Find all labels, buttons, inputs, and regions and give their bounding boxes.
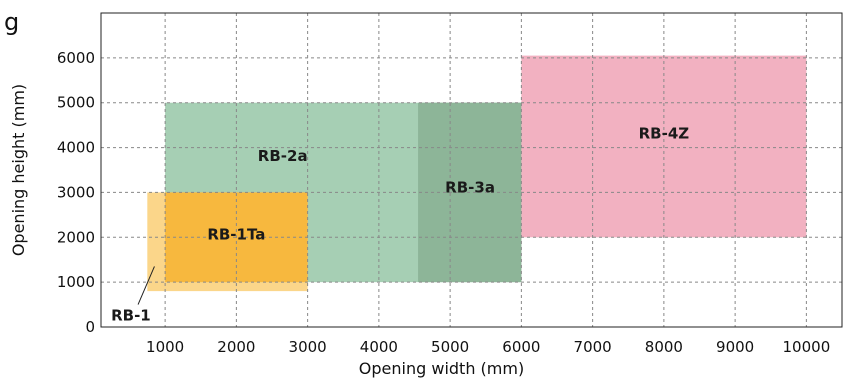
y-tick-label: 0: [85, 318, 95, 336]
y-tick-labels: 0 1000 2000 3000 4000 5000 6000: [57, 49, 95, 336]
x-axis-label: Opening width (mm): [359, 359, 524, 378]
y-tick-label: 5000: [57, 94, 95, 112]
y-tick-label: 4000: [57, 139, 95, 157]
region-label-rb-3a: RB-3a: [445, 178, 495, 196]
region-label-rb-1ta: RB-1Ta: [207, 226, 265, 244]
y-tick-label: 3000: [57, 183, 95, 201]
x-tick-label: 6000: [502, 338, 540, 356]
x-tick-label: 5000: [431, 338, 469, 356]
panel-letter: g: [4, 8, 19, 36]
grid: [101, 13, 842, 327]
x-tick-label: 9000: [716, 338, 754, 356]
x-tick-label: 4000: [360, 338, 398, 356]
y-tick-label: 6000: [57, 49, 95, 67]
rb-1-leader-line: [137, 266, 155, 305]
region-label-rb-1: RB-1: [111, 306, 151, 324]
y-tick-label: 2000: [57, 228, 95, 246]
region-label-rb-2a: RB-2a: [258, 147, 308, 165]
y-tick-label: 1000: [57, 273, 95, 291]
region-label-rb-4z: RB-4Z: [639, 125, 690, 143]
region-labels: RB-2a RB-3a RB-4Z RB-1 RB-1Ta: [111, 125, 689, 325]
x-tick-label: 1000: [146, 338, 184, 356]
x-tick-label: 3000: [289, 338, 327, 356]
plot-frame: [100, 12, 843, 328]
x-tick-labels: 1000 2000 3000 4000 5000 6000 7000 8000 9000 1000…: [146, 338, 830, 356]
x-tick-label: 8000: [645, 338, 683, 356]
y-axis-label: Opening height (mm): [9, 84, 28, 256]
x-tick-label: 7000: [574, 338, 612, 356]
regions: [147, 55, 807, 292]
x-tick-label: 10000: [783, 338, 831, 356]
x-tick-label: 2000: [217, 338, 255, 356]
